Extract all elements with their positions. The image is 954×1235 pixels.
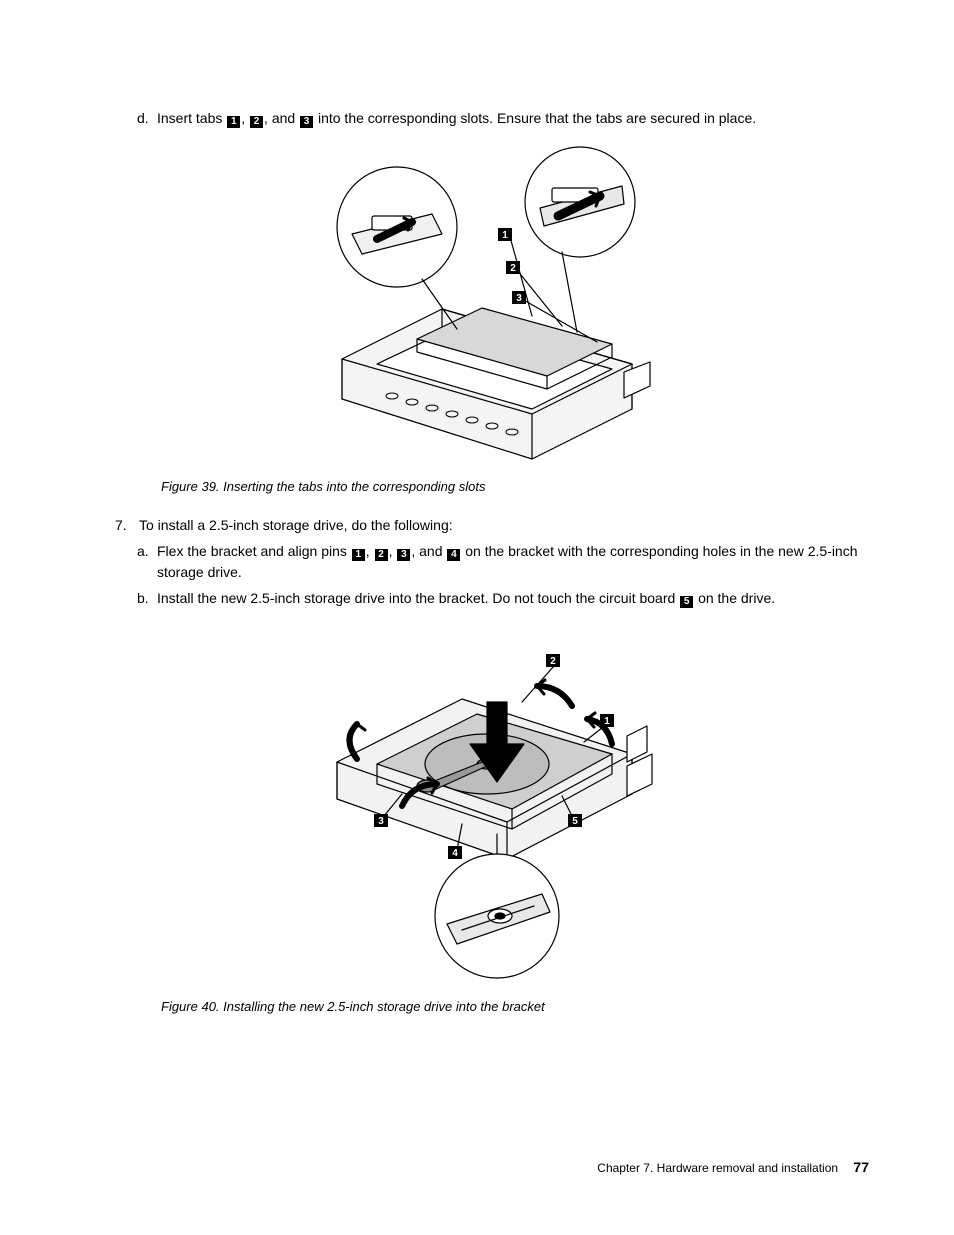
substep-7b-marker: b. [137,588,157,608]
substep-7a-marker: a. [137,541,157,561]
substep-d-row: d. Insert tabs 1, 2, and 3 into the corr… [115,108,869,128]
sb-pre: Install the new 2.5-inch storage drive i… [157,590,679,606]
svg-text:3: 3 [516,293,522,304]
sep2: , and [264,110,299,126]
footer-chapter: Chapter 7. Hardware removal and installa… [597,1161,838,1175]
footer-page-number: 77 [853,1159,869,1175]
svg-text:4: 4 [452,848,458,859]
step-7-marker: 7. [115,515,139,535]
step-7-subs: a. Flex the bracket and align pins 1, 2,… [115,541,869,608]
figure-39-label: Figure 39. [161,479,220,494]
figure-40-caption: Figure 40. Installing the new 2.5-inch s… [161,998,869,1017]
figure-39: 1 2 3 [115,144,869,464]
callout-p2-icon: 2 [375,549,388,561]
svg-text:1: 1 [604,716,610,727]
callout-2-icon: 2 [250,116,263,128]
figure-40-svg: 1 2 3 4 5 [312,624,672,984]
figure-40-captext: Installing the new 2.5-inch storage driv… [220,999,545,1014]
substep-d-marker: d. [137,108,157,128]
svg-text:5: 5 [572,816,578,827]
svg-text:3: 3 [378,816,384,827]
callout-p3-icon: 3 [397,549,410,561]
step-7-body: To install a 2.5-inch storage drive, do … [139,515,869,535]
substep-7a-body: Flex the bracket and align pins 1, 2, 3,… [157,541,869,582]
substep-d: d. Insert tabs 1, 2, and 3 into the corr… [137,108,869,128]
substep-d-post: into the corresponding slots. Ensure tha… [314,110,756,126]
page-content: d. Insert tabs 1, 2, and 3 into the corr… [0,0,954,1095]
figure-39-captext: Inserting the tabs into the correspondin… [220,479,486,494]
substep-7a: a. Flex the bracket and align pins 1, 2,… [137,541,869,582]
sa-s2: , [389,543,397,559]
svg-text:1: 1 [502,230,508,241]
sa-s1: , [366,543,374,559]
callout-1-icon: 1 [227,116,240,128]
callout-p1-icon: 1 [352,549,365,561]
figure-39-svg: 1 2 3 [322,144,662,464]
svg-text:2: 2 [510,263,516,274]
sa-pre: Flex the bracket and align pins [157,543,351,559]
figure-39-caption: Figure 39. Inserting the tabs into the c… [161,478,869,497]
svg-text:2: 2 [550,656,556,667]
callout-p5-icon: 5 [680,596,693,608]
callout-3-icon: 3 [300,116,313,128]
sa-s3: , and [411,543,446,559]
figure-40: 1 2 3 4 5 [115,624,869,984]
substep-d-pre: Insert tabs [157,110,226,126]
substep-d-body: Insert tabs 1, 2, and 3 into the corresp… [157,108,869,128]
sb-post: on the drive. [694,590,775,606]
callout-p4-icon: 4 [447,549,460,561]
page-footer: Chapter 7. Hardware removal and installa… [597,1157,869,1177]
sep1: , [241,110,249,126]
substep-7b-body: Install the new 2.5-inch storage drive i… [157,588,869,608]
step-7: 7. To install a 2.5-inch storage drive, … [115,515,869,535]
substep-7b: b. Install the new 2.5-inch storage driv… [137,588,869,608]
figure-40-label: Figure 40. [161,999,220,1014]
